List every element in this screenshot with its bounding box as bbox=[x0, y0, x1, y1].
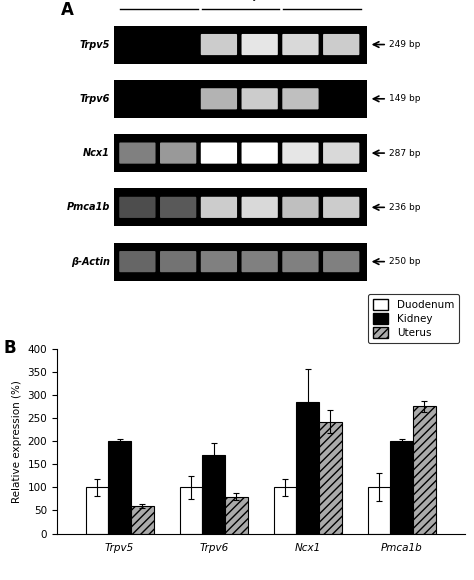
FancyBboxPatch shape bbox=[283, 251, 319, 272]
FancyBboxPatch shape bbox=[283, 197, 319, 218]
Text: 287 bp: 287 bp bbox=[389, 148, 420, 158]
FancyBboxPatch shape bbox=[242, 34, 278, 55]
Bar bbox=[319, 422, 342, 534]
Bar bbox=[108, 441, 131, 534]
Text: Uterus: Uterus bbox=[305, 0, 339, 1]
FancyBboxPatch shape bbox=[323, 197, 359, 218]
FancyBboxPatch shape bbox=[283, 34, 319, 55]
Bar bbox=[368, 487, 391, 534]
Bar bbox=[114, 80, 367, 118]
Bar bbox=[131, 506, 154, 534]
FancyBboxPatch shape bbox=[242, 251, 278, 272]
Text: B: B bbox=[4, 339, 17, 357]
Bar bbox=[296, 402, 319, 534]
Bar bbox=[114, 134, 367, 172]
FancyBboxPatch shape bbox=[201, 34, 237, 55]
Text: Kidney: Kidney bbox=[223, 0, 258, 1]
Bar bbox=[180, 487, 202, 534]
Text: 236 bp: 236 bp bbox=[389, 203, 420, 212]
FancyBboxPatch shape bbox=[323, 251, 359, 272]
Text: Duodenum: Duodenum bbox=[130, 0, 188, 1]
Text: 149 bp: 149 bp bbox=[389, 95, 420, 103]
FancyBboxPatch shape bbox=[201, 251, 237, 272]
Text: Trpv5: Trpv5 bbox=[80, 39, 110, 49]
FancyBboxPatch shape bbox=[119, 197, 155, 218]
FancyBboxPatch shape bbox=[201, 88, 237, 110]
Bar bbox=[273, 487, 296, 534]
Legend: Duodenum, Kidney, Uterus: Duodenum, Kidney, Uterus bbox=[367, 294, 459, 343]
Text: 249 bp: 249 bp bbox=[389, 40, 420, 49]
Text: β-Actin: β-Actin bbox=[71, 256, 110, 267]
Bar bbox=[114, 188, 367, 226]
Bar bbox=[85, 487, 108, 534]
Text: Trpv6: Trpv6 bbox=[80, 94, 110, 104]
Bar bbox=[202, 455, 225, 534]
FancyBboxPatch shape bbox=[242, 88, 278, 110]
FancyBboxPatch shape bbox=[242, 143, 278, 164]
Y-axis label: Relative expression (%): Relative expression (%) bbox=[12, 380, 22, 502]
FancyBboxPatch shape bbox=[283, 143, 319, 164]
FancyBboxPatch shape bbox=[323, 143, 359, 164]
FancyBboxPatch shape bbox=[323, 34, 359, 55]
FancyBboxPatch shape bbox=[201, 143, 237, 164]
Text: 250 bp: 250 bp bbox=[389, 257, 420, 266]
FancyBboxPatch shape bbox=[119, 143, 155, 164]
Bar bbox=[225, 496, 248, 534]
FancyBboxPatch shape bbox=[160, 197, 196, 218]
Bar bbox=[413, 407, 436, 534]
Bar bbox=[114, 26, 367, 64]
FancyBboxPatch shape bbox=[160, 143, 196, 164]
Text: Ncx1: Ncx1 bbox=[83, 148, 110, 158]
FancyBboxPatch shape bbox=[201, 197, 237, 218]
FancyBboxPatch shape bbox=[160, 251, 196, 272]
Text: Pmca1b: Pmca1b bbox=[66, 202, 110, 212]
FancyBboxPatch shape bbox=[242, 197, 278, 218]
Bar bbox=[391, 441, 413, 534]
FancyBboxPatch shape bbox=[283, 88, 319, 110]
FancyBboxPatch shape bbox=[119, 251, 155, 272]
Bar bbox=[114, 242, 367, 281]
Text: A: A bbox=[61, 1, 74, 19]
